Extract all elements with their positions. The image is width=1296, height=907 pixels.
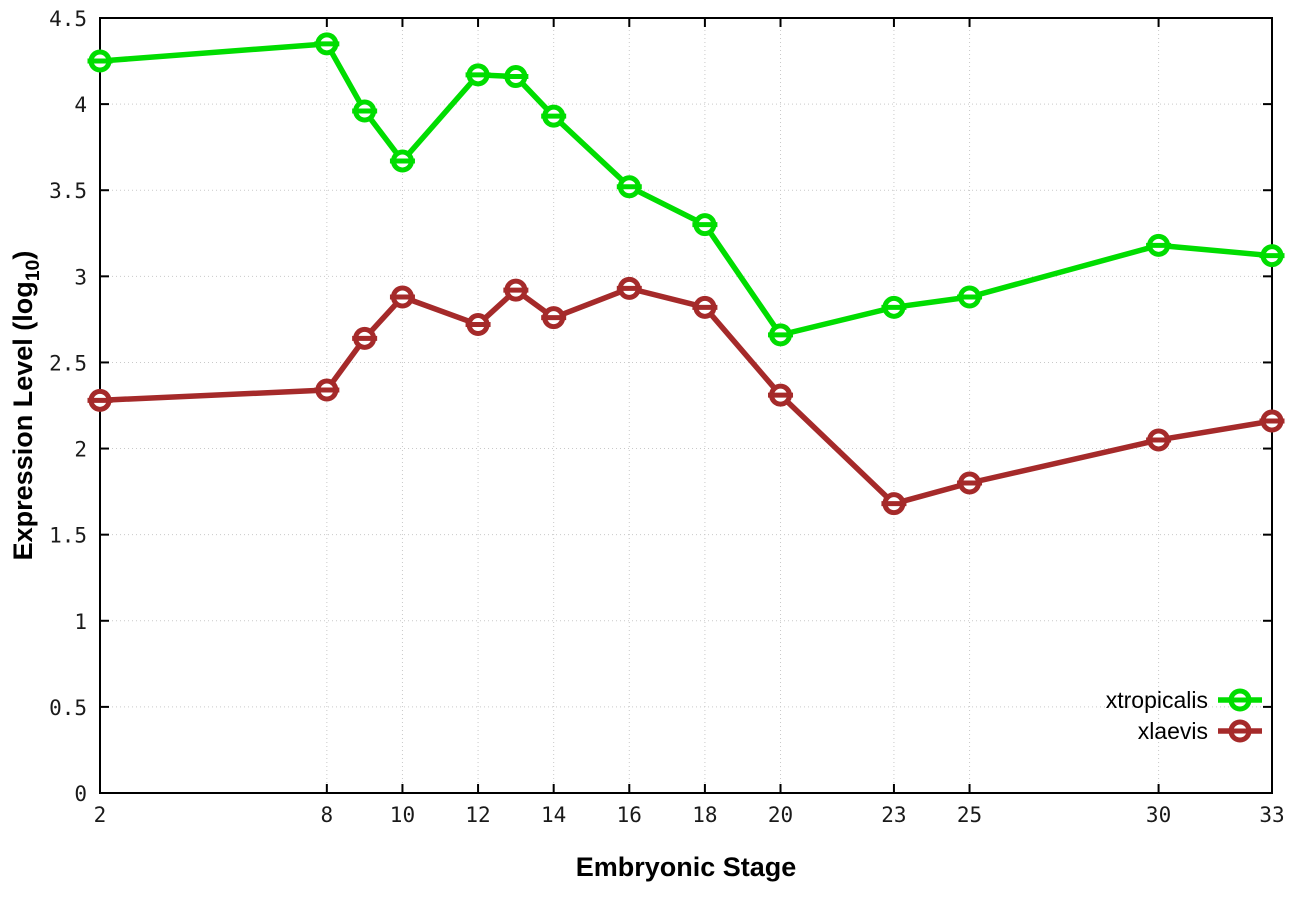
data-point-marker (881, 295, 907, 319)
data-point-marker (541, 306, 567, 330)
data-point-marker (881, 492, 907, 516)
data-point-marker (541, 104, 567, 128)
x-tick-label: 25 (957, 803, 982, 827)
y-tick-label: 3.5 (49, 179, 87, 203)
data-point-marker (503, 278, 529, 302)
y-tick-label: 0.5 (49, 696, 87, 720)
x-tick-label: 8 (321, 803, 334, 827)
legend-label: xtropicalis (1106, 687, 1208, 713)
x-tick-label: 20 (768, 803, 793, 827)
data-point-marker (314, 378, 340, 402)
data-point-marker (389, 285, 415, 309)
data-point-marker (1259, 244, 1285, 268)
y-tick-label: 4 (74, 93, 87, 117)
y-axis-title: Expression Level (log10) (8, 251, 44, 561)
data-point-marker (1259, 409, 1285, 433)
data-point-marker (616, 276, 642, 300)
y-tick-label: 4.5 (49, 7, 87, 31)
data-point-marker (503, 65, 529, 89)
legend: xtropicalis xlaevis (1106, 687, 1262, 744)
data-point-marker (768, 383, 794, 407)
x-tick-label: 16 (617, 803, 642, 827)
series-line (97, 285, 1275, 507)
data-point-marker (692, 213, 718, 237)
data-point-marker (389, 149, 415, 173)
legend-row-xtropicalis: xtropicalis (1106, 687, 1262, 713)
series-xlaevis (87, 276, 1285, 516)
data-point-marker (87, 49, 113, 73)
x-tick-label: 10 (390, 803, 415, 827)
y-tick-label: 3 (74, 265, 87, 289)
data-point-marker (465, 313, 491, 337)
data-point-marker (352, 99, 378, 123)
x-tick-label: 18 (692, 803, 717, 827)
y-tick-label: 2.5 (49, 351, 87, 375)
data-point-marker (87, 388, 113, 412)
gridlines (100, 18, 1272, 793)
x-axis-title: Embryonic Stage (576, 852, 797, 882)
data-point-marker (352, 326, 378, 350)
y-tick-label: 0 (74, 782, 87, 806)
data-point-marker (768, 323, 794, 347)
plot-border (99, 17, 1273, 794)
data-point-marker (957, 471, 983, 495)
x-tick-label: 33 (1259, 803, 1284, 827)
data-point-marker (616, 175, 642, 199)
series-xtropicalis (87, 32, 1285, 347)
x-tick-label: 14 (541, 803, 566, 827)
data-point-marker (465, 63, 491, 87)
data-point-marker (314, 32, 340, 56)
series-line (97, 41, 1275, 338)
data-point-marker (957, 285, 983, 309)
data-point-marker (692, 295, 718, 319)
x-tick-label: 23 (881, 803, 906, 827)
data-point-marker (1146, 233, 1172, 257)
x-tick-label: 30 (1146, 803, 1171, 827)
y-tick-label: 1.5 (49, 524, 87, 548)
y-tick-label: 2 (74, 438, 87, 462)
x-tick-label: 12 (465, 803, 490, 827)
legend-label: xlaevis (1138, 718, 1208, 744)
y-tick-label: 1 (74, 610, 87, 634)
tick-marks (99, 17, 1273, 794)
data-point-marker (1146, 428, 1172, 452)
legend-row-xlaevis: xlaevis (1138, 718, 1262, 744)
x-tick-label: 2 (94, 803, 107, 827)
